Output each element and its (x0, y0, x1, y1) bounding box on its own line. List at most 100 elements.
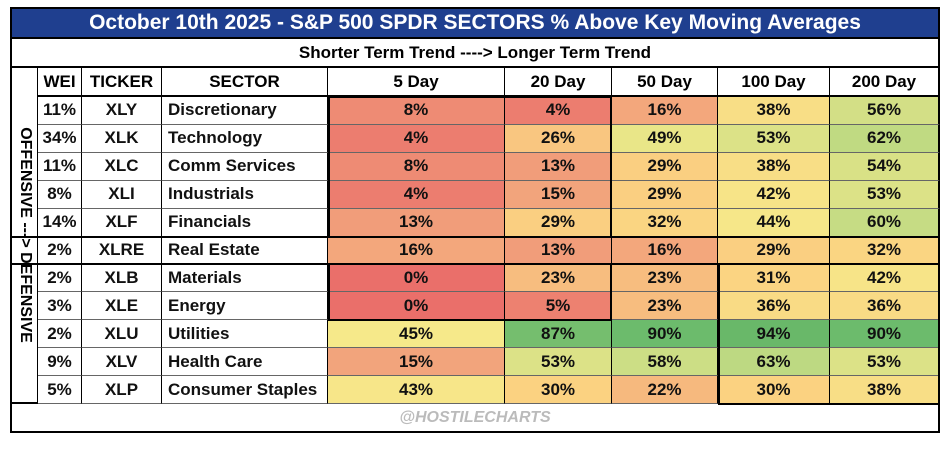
value-cell: 0% (328, 292, 505, 321)
value-cell: 53% (830, 348, 940, 377)
value-cell: 13% (505, 236, 612, 265)
footer: @HOSTILECHARTS (10, 404, 940, 433)
sector-cell: Technology (162, 124, 328, 153)
value-cell: 42% (718, 180, 830, 209)
value-cell: 90% (830, 320, 940, 349)
value-cell: 26% (505, 124, 612, 153)
weight-cell: 9% (38, 348, 82, 377)
column-header: 200 Day (830, 68, 940, 97)
value-cell: 29% (718, 236, 830, 265)
ticker-cell: XLC (82, 152, 162, 181)
side-box: OFFENSIVE ---> DEFENSIVE (10, 68, 38, 404)
value-cell: 62% (830, 124, 940, 153)
sector-cell: Comm Services (162, 152, 328, 181)
value-cell: 22% (612, 376, 718, 404)
ticker-cell: XLU (82, 320, 162, 349)
column-header: SECTOR (162, 68, 328, 97)
weight-cell: 11% (38, 97, 82, 125)
value-cell: 63% (718, 348, 830, 377)
ticker-cell: XLRE (82, 236, 162, 265)
value-cell: 60% (830, 208, 940, 237)
column-header: 100 Day (718, 68, 830, 97)
value-cell: 49% (612, 124, 718, 153)
value-cell: 36% (718, 292, 830, 321)
value-cell: 13% (505, 152, 612, 181)
ticker-cell: XLF (82, 208, 162, 237)
value-cell: 4% (328, 124, 505, 153)
ticker-cell: XLV (82, 348, 162, 377)
weight-cell: 5% (38, 376, 82, 404)
value-cell: 94% (718, 320, 830, 349)
weight-cell: 3% (38, 292, 82, 321)
weight-cell: 2% (38, 236, 82, 265)
value-cell: 45% (328, 320, 505, 349)
title: October 10th 2025 - S&P 500 SPDR SECTORS… (10, 7, 940, 39)
weight-cell: 2% (38, 264, 82, 293)
value-cell: 31% (718, 264, 830, 293)
value-cell: 16% (612, 97, 718, 125)
value-cell: 8% (328, 152, 505, 181)
weight-cell: 34% (38, 124, 82, 153)
sector-cell: Industrials (162, 180, 328, 209)
column-header: WEI (38, 68, 82, 97)
value-cell: 38% (718, 97, 830, 125)
value-cell: 4% (328, 180, 505, 209)
value-cell: 38% (718, 152, 830, 181)
sector-cell: Energy (162, 292, 328, 321)
value-cell: 32% (612, 208, 718, 237)
value-cell: 90% (612, 320, 718, 349)
value-cell: 15% (328, 348, 505, 377)
value-cell: 54% (830, 152, 940, 181)
value-cell: 29% (612, 152, 718, 181)
ticker-cell: XLB (82, 264, 162, 293)
value-cell: 42% (830, 264, 940, 293)
sector-cell: Discretionary (162, 97, 328, 125)
column-header: 20 Day (505, 68, 612, 97)
value-cell: 32% (830, 236, 940, 265)
value-cell: 56% (830, 97, 940, 125)
weight-cell: 8% (38, 180, 82, 209)
column-header: 5 Day (328, 68, 505, 97)
value-cell: 29% (612, 180, 718, 209)
sector-cell: Financials (162, 208, 328, 237)
value-cell: 0% (328, 264, 505, 293)
sector-cell: Materials (162, 264, 328, 293)
value-cell: 36% (830, 292, 940, 321)
sector-cell: Health Care (162, 348, 328, 377)
weight-cell: 11% (38, 152, 82, 181)
value-cell: 87% (505, 320, 612, 349)
value-cell: 58% (612, 348, 718, 377)
ticker-cell: XLP (82, 376, 162, 404)
value-cell: 29% (505, 208, 612, 237)
value-cell: 16% (612, 236, 718, 265)
column-header: 50 Day (612, 68, 718, 97)
value-cell: 4% (505, 97, 612, 125)
value-cell: 16% (328, 236, 505, 265)
subtitle: Shorter Term Trend ----> Longer Term Tre… (10, 39, 940, 68)
value-cell: 43% (328, 376, 505, 404)
sector-cell: Consumer Staples (162, 376, 328, 404)
side-label: OFFENSIVE ---> DEFENSIVE (16, 127, 34, 343)
value-cell: 53% (830, 180, 940, 209)
value-cell: 15% (505, 180, 612, 209)
value-cell: 53% (718, 124, 830, 153)
value-cell: 23% (612, 264, 718, 293)
ticker-cell: XLY (82, 97, 162, 125)
value-cell: 23% (505, 264, 612, 293)
value-cell: 8% (328, 97, 505, 125)
value-cell: 23% (612, 292, 718, 321)
value-cell: 5% (505, 292, 612, 321)
value-cell: 53% (505, 348, 612, 377)
value-cell: 44% (718, 208, 830, 237)
ticker-cell: XLI (82, 180, 162, 209)
value-cell: 38% (830, 376, 940, 404)
value-cell: 30% (718, 376, 830, 404)
sector-cell: Utilities (162, 320, 328, 349)
weight-cell: 2% (38, 320, 82, 349)
column-header: TICKER (82, 68, 162, 97)
ticker-cell: XLE (82, 292, 162, 321)
weight-cell: 14% (38, 208, 82, 237)
ticker-cell: XLK (82, 124, 162, 153)
sector-cell: Real Estate (162, 236, 328, 265)
